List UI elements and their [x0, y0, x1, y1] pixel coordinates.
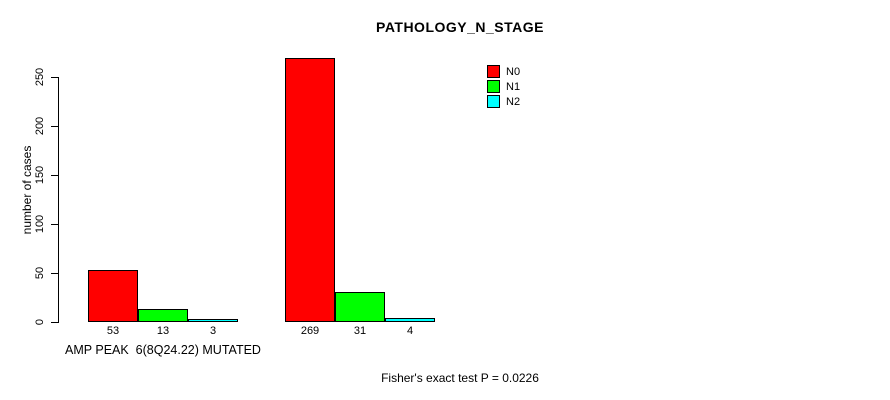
y-tick	[51, 126, 58, 127]
y-tick	[51, 175, 58, 176]
group-label: AMP PEAK 6(8Q24.22) MUTATED	[65, 342, 261, 357]
bar-value-label: 31	[353, 325, 367, 337]
y-tick-label: 0	[34, 318, 46, 326]
legend-label: N1	[506, 80, 521, 93]
y-tick-label: 200	[34, 116, 46, 136]
bar-value-label: 4	[406, 325, 414, 337]
bar-N2	[188, 319, 238, 322]
y-tick	[51, 273, 58, 274]
bar-value-label: 3	[209, 325, 217, 337]
bar-value-label: 53	[106, 325, 120, 337]
bar-N0	[88, 270, 138, 322]
stat-annotation: Fisher's exact test P = 0.0226	[381, 371, 539, 385]
bar-N1	[138, 309, 188, 322]
y-tick-label: 100	[34, 214, 46, 234]
bar-value-label: 13	[156, 325, 170, 337]
y-tick	[51, 224, 58, 225]
y-axis-line	[58, 77, 59, 323]
legend: N0 N1 N2	[487, 64, 520, 109]
y-tick	[51, 322, 58, 323]
bar-N1	[335, 292, 385, 322]
chart-title: PATHOLOGY_N_STAGE	[376, 19, 544, 35]
legend-label: N0	[506, 65, 521, 78]
y-tick-label: 50	[34, 266, 46, 280]
y-tick	[51, 77, 58, 78]
legend-swatch	[487, 65, 500, 78]
legend-label: N2	[506, 95, 521, 108]
y-tick-label: 250	[34, 67, 46, 87]
bar-N0	[285, 58, 335, 322]
bar-value-label: 269	[300, 325, 320, 337]
bar-N2	[385, 318, 435, 322]
legend-item: N0	[487, 64, 520, 79]
legend-swatch	[487, 95, 500, 108]
legend-swatch	[487, 80, 500, 93]
legend-item: N1	[487, 79, 520, 94]
legend-item: N2	[487, 94, 520, 109]
y-tick-label: 150	[34, 165, 46, 185]
